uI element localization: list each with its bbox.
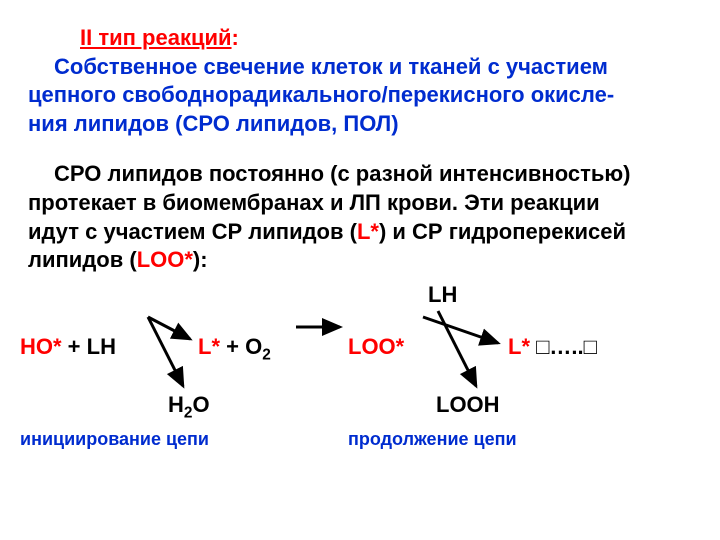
p1-l2: цепного свободнорадикального/перекисного… [28, 81, 692, 110]
heading-line: II тип реакций: [28, 24, 692, 53]
p2-l2: протекает в биомембранах и ЛП крови. Эти… [28, 189, 692, 218]
p2-l3: идут с участием СР липидов (L*) и СР гид… [28, 218, 692, 247]
p2-l4-pre: липидов ( [28, 247, 137, 272]
p2-l4-post: ): [193, 247, 208, 272]
p1-l1: Собственное свечение клеток и тканей с у… [28, 53, 692, 82]
rx-arrows [28, 281, 708, 481]
heading-colon: : [232, 25, 239, 50]
heading-title: II тип реакций [80, 25, 232, 50]
p2-l4-loo: LOO* [137, 247, 193, 272]
p1-l3: ния липидов (СРО липидов, ПОЛ) [28, 110, 692, 139]
reaction-diagram: LH HO* + LH L* + O2 LOO* L* □…..□ H2O LO… [28, 281, 692, 511]
p2-l4: липидов (LOO*): [28, 246, 692, 275]
p2-l3-mid: ) и СР гидроперекисей [379, 219, 626, 244]
p2-l1: СРО липидов постоянно (с разной интенсив… [28, 160, 692, 189]
p2-l3-lstar: L* [357, 219, 379, 244]
p2-l3-pre: идут с участием СР липидов ( [28, 219, 357, 244]
